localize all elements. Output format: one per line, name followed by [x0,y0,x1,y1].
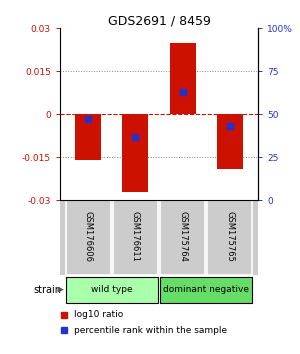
Text: GSM175765: GSM175765 [225,211,234,262]
Text: strain: strain [33,285,61,295]
Text: GSM175764: GSM175764 [178,211,187,262]
Bar [160,200,205,275]
Bar [66,200,111,275]
Bar [113,200,158,275]
Text: percentile rank within the sample: percentile rank within the sample [74,326,227,335]
Bar [75,114,101,160]
Bar [66,277,158,303]
Bar [207,200,252,275]
Title: GDS2691 / 8459: GDS2691 / 8459 [108,14,210,27]
Bar [217,114,243,169]
Text: GSM176611: GSM176611 [131,211,140,262]
Text: GSM176606: GSM176606 [84,211,93,262]
Text: dominant negative: dominant negative [163,285,249,294]
Text: log10 ratio: log10 ratio [74,310,123,319]
Bar [122,114,148,192]
Text: wild type: wild type [91,285,133,294]
Bar [169,42,196,114]
Bar [160,277,252,303]
